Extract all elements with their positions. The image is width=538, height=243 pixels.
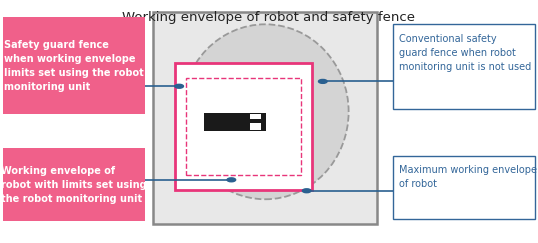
Bar xyxy=(204,113,266,131)
Bar xyxy=(3,17,145,114)
Ellipse shape xyxy=(182,24,349,199)
Bar xyxy=(175,63,312,190)
Bar xyxy=(250,114,261,119)
Circle shape xyxy=(318,79,327,83)
Text: Working envelope of robot and safety fence: Working envelope of robot and safety fen… xyxy=(123,11,415,24)
Text: Safety guard fence
when working envelope
limits set using the robot
monitoring u: Safety guard fence when working envelope… xyxy=(4,40,144,92)
Bar xyxy=(393,24,535,109)
Bar xyxy=(3,148,145,221)
Bar xyxy=(153,12,377,224)
Bar xyxy=(250,123,261,130)
Bar xyxy=(204,117,218,126)
Circle shape xyxy=(227,178,236,182)
Circle shape xyxy=(175,84,183,88)
Circle shape xyxy=(302,189,311,193)
Bar xyxy=(393,156,535,219)
Text: Working envelope of
robot with limits set using
the robot monitoring unit: Working envelope of robot with limits se… xyxy=(1,166,147,204)
Text: Maximum working envelope
of robot: Maximum working envelope of robot xyxy=(399,165,537,189)
Text: Conventional safety
guard fence when robot
monitoring unit is not used: Conventional safety guard fence when rob… xyxy=(399,34,532,72)
Bar xyxy=(186,78,301,175)
